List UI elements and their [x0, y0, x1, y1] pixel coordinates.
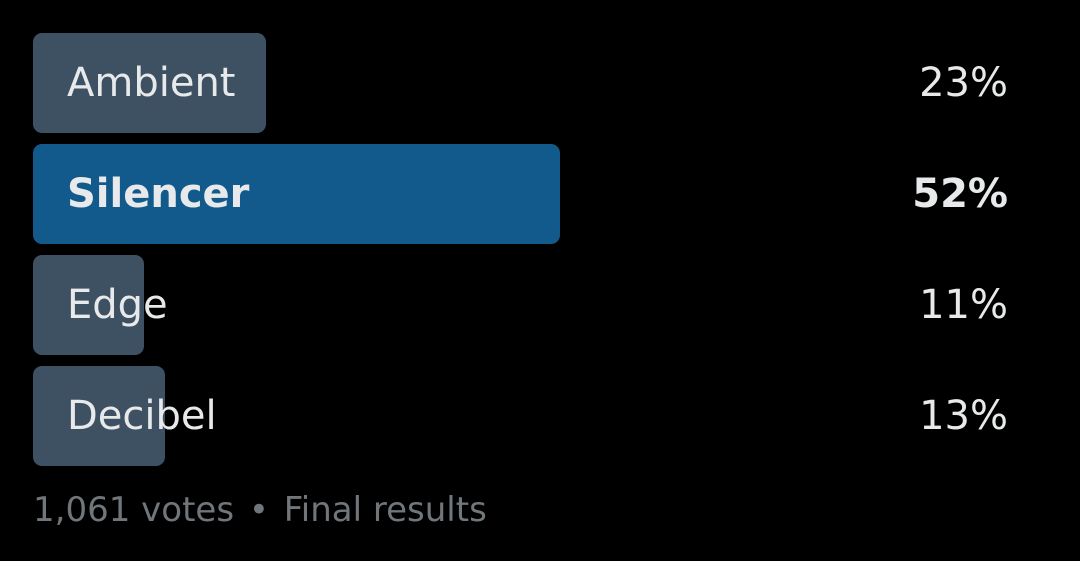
poll-bar	[33, 255, 144, 355]
poll-bar-winner	[33, 144, 560, 244]
poll-option-percent: 13%	[919, 393, 1008, 439]
poll-option-ambient: Ambient 23%	[33, 33, 1008, 133]
poll-option-decibel: Decibel 13%	[33, 366, 1008, 466]
poll-option-edge: Edge 11%	[33, 255, 1008, 355]
poll-option-label: Silencer	[67, 171, 250, 217]
poll-bar	[33, 33, 266, 133]
poll-option-label: Decibel	[67, 393, 217, 439]
poll-option-percent: 52%	[912, 171, 1008, 217]
separator: •	[248, 490, 269, 530]
poll-option-percent: 23%	[919, 60, 1008, 106]
poll-option-silencer: Silencer 52%	[33, 144, 1008, 244]
poll-option-percent: 11%	[919, 282, 1008, 328]
poll-option-label: Ambient	[67, 60, 236, 106]
poll: Ambient 23% Silencer 52% Edge 11% Decibe…	[33, 33, 1008, 477]
poll-option-label: Edge	[67, 282, 168, 328]
poll-status: Final results	[283, 490, 487, 530]
vote-count: 1,061 votes	[33, 490, 235, 530]
poll-footer: 1,061 votes • Final results	[33, 490, 487, 530]
poll-bar	[33, 366, 165, 466]
